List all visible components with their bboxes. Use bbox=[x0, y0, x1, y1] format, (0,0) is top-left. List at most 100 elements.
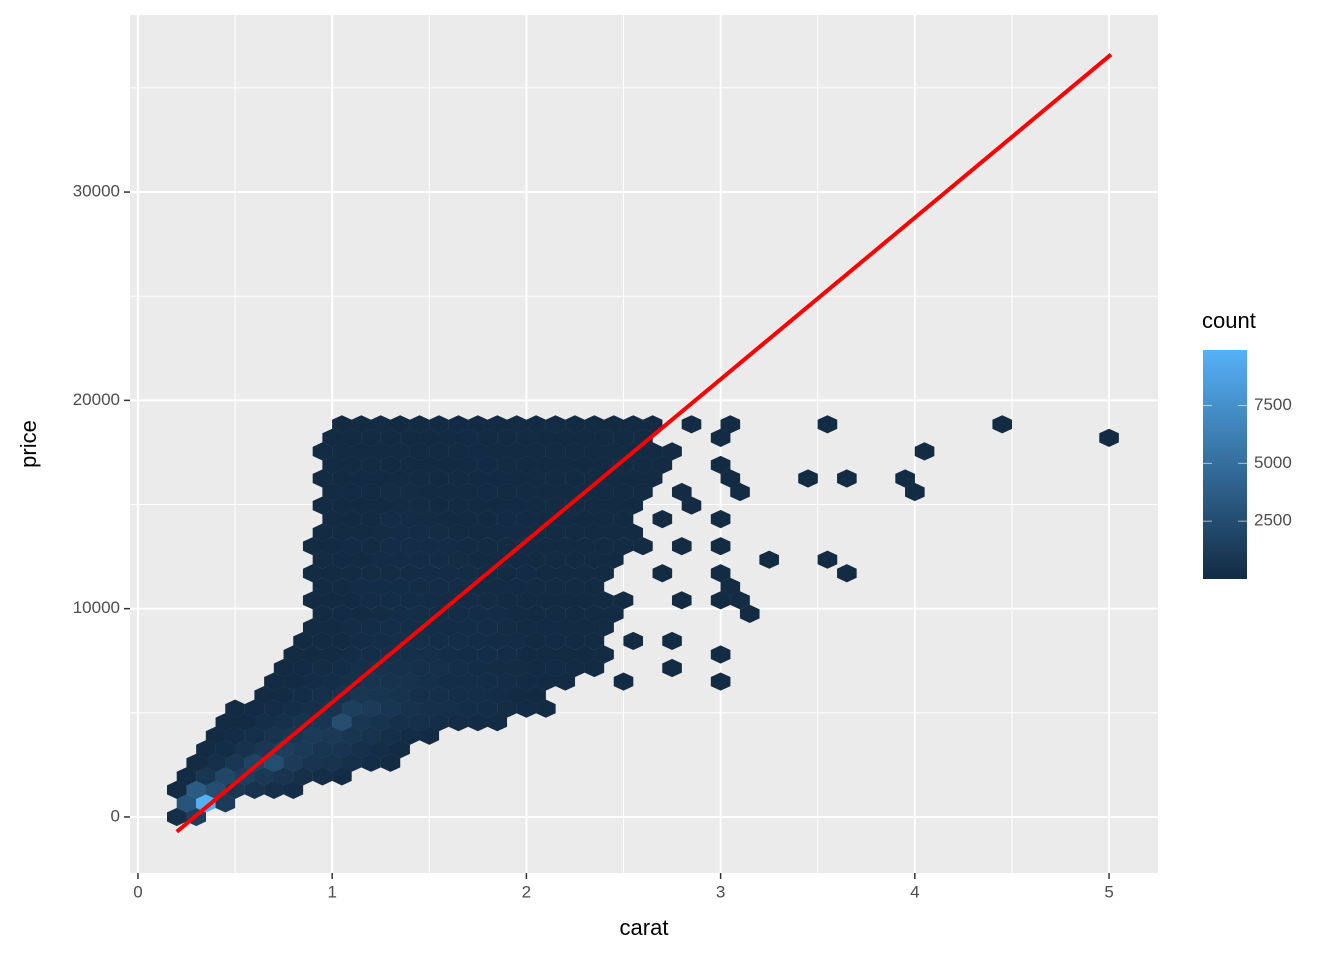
hex bbox=[448, 550, 469, 569]
hex bbox=[545, 469, 566, 488]
hex bbox=[574, 645, 595, 664]
hex bbox=[565, 631, 585, 651]
hex bbox=[448, 523, 469, 542]
hex bbox=[603, 442, 624, 461]
hex bbox=[332, 631, 352, 651]
hex bbox=[555, 428, 576, 447]
hex bbox=[1099, 428, 1119, 447]
hex bbox=[438, 591, 459, 610]
hex bbox=[468, 550, 488, 569]
hex bbox=[992, 415, 1013, 434]
hex bbox=[390, 442, 410, 461]
hex bbox=[438, 645, 459, 664]
hex bbox=[565, 469, 585, 488]
hex bbox=[409, 415, 430, 434]
hex bbox=[545, 658, 566, 678]
y-tick-label: 30000 bbox=[73, 182, 120, 201]
hex bbox=[361, 672, 381, 691]
hex bbox=[487, 658, 508, 678]
hex bbox=[536, 482, 556, 502]
x-tick-label: 5 bbox=[1104, 882, 1113, 901]
hex bbox=[594, 591, 614, 610]
hex bbox=[273, 686, 294, 705]
hex bbox=[341, 726, 362, 745]
hex bbox=[341, 428, 362, 447]
hex bbox=[390, 577, 410, 596]
hex bbox=[584, 658, 605, 678]
hex bbox=[312, 713, 333, 732]
hex bbox=[477, 591, 498, 610]
hex bbox=[293, 658, 313, 678]
hex bbox=[429, 442, 449, 461]
hex bbox=[506, 631, 527, 651]
hex bbox=[565, 604, 585, 623]
hex bbox=[536, 509, 556, 529]
hex bbox=[254, 767, 275, 786]
hex bbox=[361, 428, 381, 447]
hex bbox=[652, 455, 673, 475]
hex bbox=[545, 631, 566, 651]
hex bbox=[584, 415, 605, 434]
hex bbox=[419, 672, 440, 691]
hex bbox=[400, 672, 420, 691]
hex bbox=[196, 740, 216, 759]
hex bbox=[380, 618, 401, 637]
hex bbox=[351, 631, 372, 651]
hex bbox=[409, 686, 430, 705]
hex bbox=[516, 591, 537, 610]
hex bbox=[652, 564, 673, 583]
hex bbox=[302, 645, 323, 664]
hex bbox=[477, 482, 498, 502]
hex bbox=[516, 699, 537, 718]
hex bbox=[283, 645, 304, 664]
hex bbox=[438, 672, 459, 691]
hex bbox=[594, 428, 614, 447]
hex bbox=[312, 686, 333, 705]
hex bbox=[536, 591, 556, 610]
hex bbox=[186, 753, 207, 772]
hex bbox=[477, 699, 498, 718]
hex bbox=[895, 469, 915, 488]
hex bbox=[283, 753, 304, 772]
hex bbox=[468, 442, 488, 461]
hex bbox=[361, 618, 381, 637]
hex bbox=[419, 591, 440, 610]
hex bbox=[429, 523, 449, 542]
hex bbox=[419, 618, 440, 637]
x-axis-title: carat bbox=[620, 915, 669, 940]
hex bbox=[477, 455, 498, 475]
hex bbox=[574, 591, 595, 610]
hex bbox=[302, 672, 323, 691]
hex bbox=[526, 658, 546, 678]
hex bbox=[487, 577, 508, 596]
hex bbox=[370, 550, 391, 569]
hex bbox=[419, 726, 440, 745]
hex bbox=[419, 699, 440, 718]
hex bbox=[526, 577, 546, 596]
hex bbox=[497, 455, 517, 475]
hex bbox=[623, 631, 644, 651]
y-tick-label: 10000 bbox=[73, 598, 120, 617]
hex bbox=[662, 658, 682, 678]
hex bbox=[409, 631, 430, 651]
hex bbox=[710, 537, 731, 556]
hex bbox=[390, 415, 410, 434]
hex bbox=[332, 469, 352, 488]
hex bbox=[351, 550, 372, 569]
hex bbox=[594, 482, 614, 502]
hex bbox=[302, 591, 323, 610]
hex bbox=[312, 658, 333, 678]
hex bbox=[623, 523, 644, 542]
hex bbox=[613, 482, 634, 502]
hex bbox=[536, 537, 556, 556]
hex bbox=[506, 442, 527, 461]
hex bbox=[409, 523, 430, 542]
hex bbox=[400, 699, 420, 718]
hex bbox=[370, 442, 391, 461]
hex bbox=[370, 523, 391, 542]
hex bbox=[341, 564, 362, 583]
hex bbox=[361, 537, 381, 556]
hex bbox=[623, 469, 644, 488]
hex bbox=[584, 550, 605, 569]
